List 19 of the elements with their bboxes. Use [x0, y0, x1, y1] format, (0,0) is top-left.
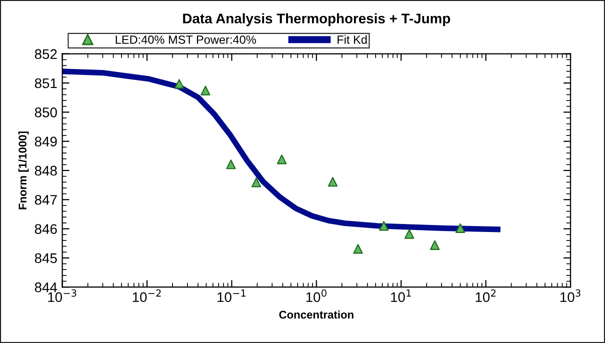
x-tick-label: 10$^{1}$ — [391, 290, 411, 302]
y-tick-label: 848 — [34, 166, 57, 176]
x-tick-label: 10$^{−2}$ — [132, 289, 161, 302]
chart-title: Data Analysis Thermophoresis + T-Jump — [183, 13, 450, 26]
y-tick-label: 851 — [34, 78, 57, 88]
x-tick-label: 10$^{−1}$ — [218, 290, 246, 302]
y-tick-label: 850 — [34, 107, 57, 118]
x-axis-title: Concentration — [279, 310, 354, 319]
legend-label: Fit Kd — [338, 35, 367, 44]
y-tick-label: 852 — [34, 49, 57, 60]
y-axis-title: Fnorm [1/1000] — [18, 132, 29, 210]
legend-label: LED:40% MST Power:40% — [116, 35, 256, 44]
y-tick-label: 845 — [34, 253, 57, 264]
y-tick-label: 846 — [34, 224, 57, 234]
y-tick-label: 847 — [34, 194, 57, 205]
x-tick-label: 10$^{0}$ — [306, 289, 326, 302]
y-tick-label: 849 — [34, 136, 57, 146]
x-tick-label: 10$^{2}$ — [476, 289, 496, 302]
x-tick-label: 10$^{3}$ — [560, 289, 580, 302]
